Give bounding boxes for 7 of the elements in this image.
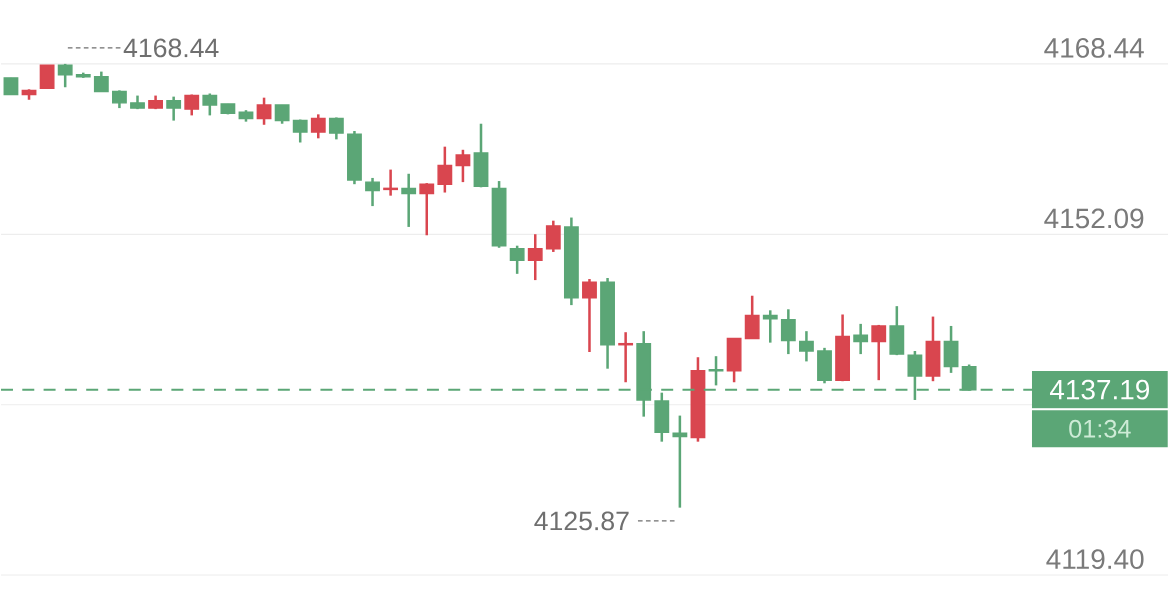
y-tick-label: 4119.40 [1046,549,1144,570]
y-tick-label: 4168.44 [1044,38,1144,58]
annotation: 4125.87 [534,511,629,531]
text: 4168.44 [123,38,219,58]
text: 01:34 [1069,419,1131,438]
y-tick-label: 4152.09 [1044,208,1144,229]
ref-line-label: 4137.19 [1049,379,1150,400]
